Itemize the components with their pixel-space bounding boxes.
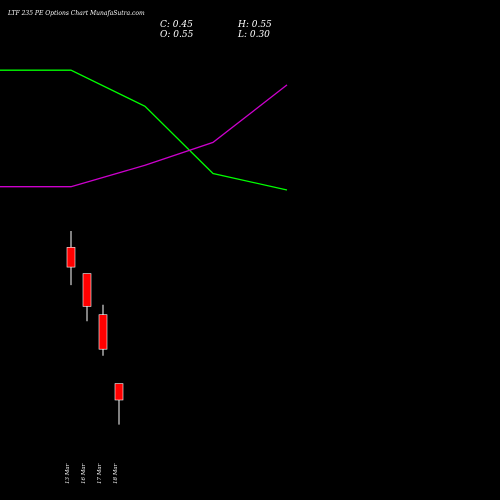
candle-body bbox=[66, 247, 76, 268]
x-tick-label: 13 Mar bbox=[65, 463, 71, 484]
x-tick-label: 17 Mar bbox=[97, 463, 103, 484]
candle bbox=[82, 273, 92, 322]
candle bbox=[98, 304, 108, 356]
high-value: H: 0.55 bbox=[237, 20, 272, 30]
x-tick-label: 16 Mar bbox=[81, 463, 87, 484]
candle bbox=[114, 383, 124, 425]
indicator-lines bbox=[0, 69, 288, 191]
indicator-line-1 bbox=[0, 69, 288, 191]
candle-body bbox=[82, 273, 92, 307]
open-value: O: 0.55 bbox=[160, 30, 194, 40]
close-value: C: 0.45 bbox=[160, 20, 193, 30]
candle-body bbox=[98, 314, 108, 350]
chart-title: LTF 235 PE Options Chart MunafaSutra.com bbox=[7, 10, 145, 17]
x-tick-label: 18 Mar bbox=[113, 463, 119, 484]
candle bbox=[66, 231, 76, 286]
candles bbox=[66, 231, 124, 425]
low-value: L: 0.30 bbox=[237, 30, 270, 40]
x-axis-ticks: 13 Mar 16 Mar 17 Mar 18 Mar bbox=[65, 463, 119, 484]
candle-body bbox=[114, 383, 124, 401]
indicator-line-2 bbox=[0, 84, 288, 188]
